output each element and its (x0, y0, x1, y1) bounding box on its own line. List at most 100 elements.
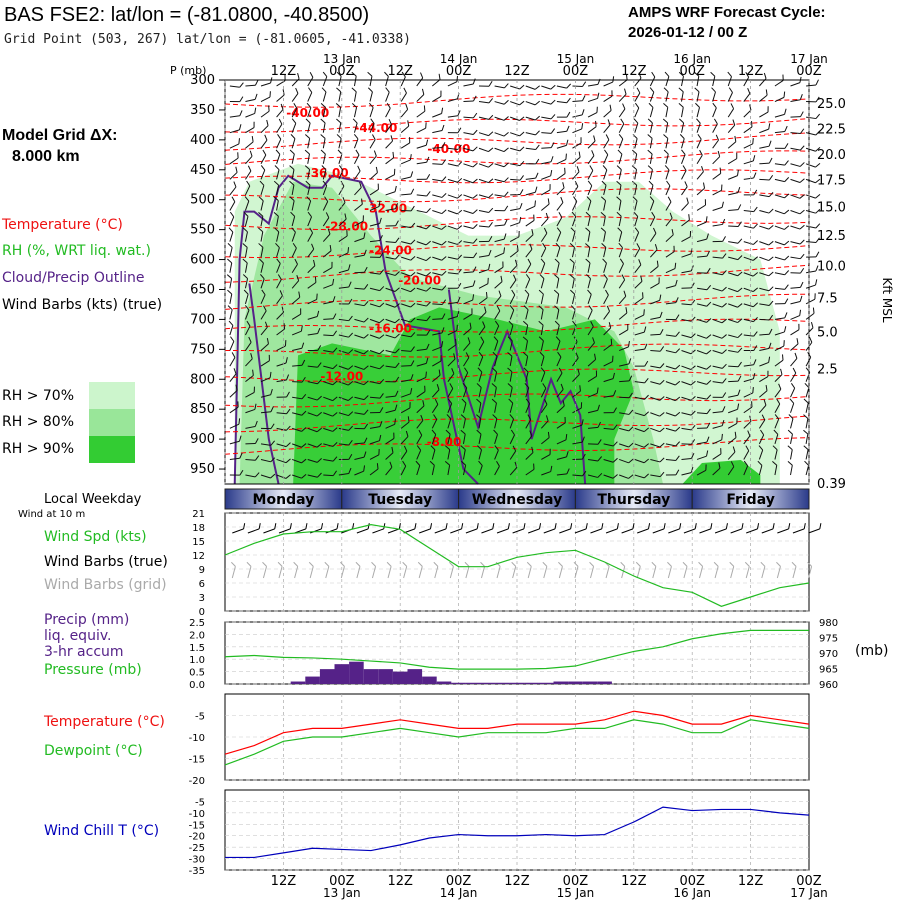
wind-barb (617, 227, 623, 242)
wind-barb (696, 134, 702, 149)
precip-bar (538, 682, 554, 684)
wind-barb (712, 167, 722, 180)
wind-barb (728, 221, 742, 228)
legend-pressure: Pressure (mb) (44, 662, 142, 678)
wind-barb (304, 165, 311, 180)
wind-barb (665, 212, 673, 227)
wind-barb (229, 138, 240, 149)
wind-barb (509, 274, 517, 289)
wind-barb (805, 223, 821, 229)
wind-barb (712, 102, 717, 118)
wind-barb-grid (355, 561, 361, 579)
wind-speed-panel-tick-label: 21 (192, 509, 205, 520)
wind-barb (260, 457, 276, 463)
wind-barb (323, 412, 338, 417)
wind-barb (712, 302, 727, 308)
top-date-label: 15 Jan (557, 52, 595, 66)
wind-barb (587, 387, 599, 398)
wind-barb (665, 426, 681, 432)
wind-barb (618, 274, 626, 289)
wind-barb (572, 436, 585, 445)
wind-barb (541, 128, 556, 134)
wind-barb (307, 458, 322, 463)
wind-barb (647, 165, 653, 180)
wind-barb (758, 399, 767, 414)
wind-barb (478, 222, 493, 228)
wind-barb (618, 290, 627, 305)
wind-barb (650, 260, 659, 274)
wind-barb (478, 460, 483, 476)
wind-barb (603, 149, 609, 164)
wind-barb (556, 97, 571, 104)
wind-barb (759, 208, 774, 214)
wind-barb (323, 441, 338, 447)
precip-panel-tick-label: 0.5 (189, 668, 205, 679)
wind-barb (276, 374, 290, 383)
wind-barb (634, 72, 642, 87)
wind-barb (291, 308, 302, 320)
wind-barb (276, 408, 291, 415)
wind-barb (759, 286, 774, 292)
wind-barb-grid (262, 561, 268, 579)
precip-panel-tick-label: 1.5 (189, 643, 205, 654)
wind-barb (385, 168, 396, 180)
legend-precip-2: liq. equiv. (44, 628, 112, 644)
wind-barb (663, 149, 669, 164)
wind-barb (727, 446, 736, 460)
wind-barb (323, 470, 337, 477)
wind-barb (790, 383, 796, 398)
wind-barb (322, 180, 328, 196)
wind-barb (432, 285, 447, 291)
wind-barb (258, 196, 264, 211)
wind-barb (493, 429, 498, 445)
wind-barb-true (294, 523, 308, 534)
wind-barb (461, 398, 467, 413)
wind-barb (401, 317, 416, 323)
wind-barb (478, 263, 491, 274)
wind-barb (509, 461, 518, 476)
pressure-tick-label: 975 (819, 634, 838, 645)
isotherm-label: -36.00 (306, 166, 349, 180)
wind-barb (369, 448, 380, 460)
wind-barb (803, 445, 809, 460)
wind-barb (323, 347, 338, 353)
pressure-tick-label: 350 (190, 103, 215, 118)
wind-barb (445, 445, 451, 460)
wind-barb (463, 266, 477, 274)
wind-barb (587, 370, 598, 383)
wind-barb (697, 408, 711, 415)
wind-barb (759, 224, 774, 230)
wind-barb (273, 180, 280, 196)
kft-tick-label: 12.5 (817, 229, 846, 244)
wind-barb (603, 90, 613, 102)
wind-barb (400, 402, 411, 414)
wind-barb (243, 211, 249, 227)
wind-barb (494, 99, 509, 105)
wind-barb (307, 362, 322, 368)
wind-barb (226, 274, 233, 289)
wind-barb (401, 360, 415, 367)
wind-barb (447, 310, 460, 320)
wind-barb (385, 237, 400, 244)
wind-barb-true (699, 523, 713, 534)
wind-barb (507, 383, 513, 398)
wind-barb (649, 244, 658, 258)
wind-barb (289, 149, 295, 164)
wind-barb (307, 293, 318, 305)
wind-barb (416, 429, 423, 445)
wind-barb (665, 380, 681, 386)
wind-barb-true (808, 523, 822, 534)
wind-barb (522, 320, 529, 336)
precip-bar (436, 681, 452, 684)
wind-barb (525, 243, 533, 258)
wind-barb (540, 212, 549, 227)
wind-barb (463, 238, 478, 244)
legend-wind-spd: Wind Spd (kts) (44, 529, 147, 545)
wind-barb (228, 320, 234, 336)
kft-tick-label: 5.0 (817, 326, 838, 341)
wind-barb-true (419, 523, 433, 534)
wind-barb (229, 452, 243, 460)
wind-barb (665, 297, 679, 305)
wind-barb (681, 214, 690, 227)
wind-barb (712, 392, 727, 398)
